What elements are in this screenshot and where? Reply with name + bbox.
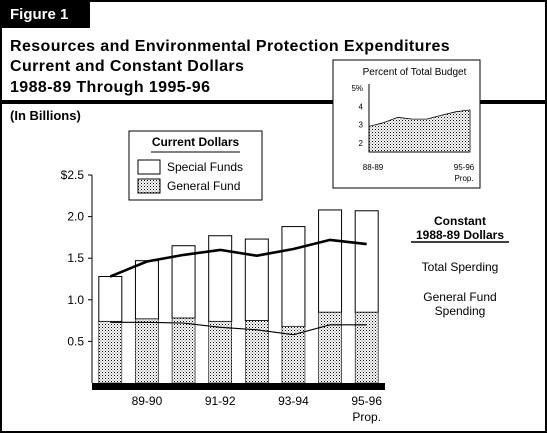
bar-special-funds [244, 238, 269, 322]
y-tick-label: 1.0 [67, 293, 84, 307]
bar-general-fund [354, 311, 379, 384]
x-tick-sublabel: Prop. [352, 410, 381, 424]
bar-special-funds [318, 209, 343, 313]
bar-general-fund [135, 318, 159, 384]
inset-y-tick-label: 4 [359, 102, 364, 111]
line-general-fund-spending [110, 321, 367, 336]
x-tick-label: 89-90 [132, 394, 163, 408]
inset-y-tick-label: 3 [359, 121, 364, 130]
inset-y-tick-label: 2 [359, 139, 364, 148]
y-tick-label: 0.5 [67, 334, 84, 348]
constant-legend-item-label: Spending [435, 304, 486, 318]
x-tick-label: 95-96 [351, 394, 382, 408]
constant-legend-title-line: Constant [434, 214, 486, 228]
x-axis-baseline [92, 383, 385, 390]
inset-y-tick-label: 5% [351, 84, 363, 93]
inset-x-tick-label: 88-89 [363, 163, 384, 172]
inset-x-tick-sublabel: Prop. [454, 174, 473, 183]
legend-swatch [137, 159, 161, 175]
constant-legend-item-label: Total Sperding [422, 260, 499, 274]
legend-title: Current Dollars [152, 135, 240, 149]
line-total-spending [109, 238, 367, 278]
constant-legend-item-label: General Fund [423, 290, 496, 304]
chart-subtitle-line-1: Current and Constant Dollars [10, 58, 245, 75]
y-tick-label: 1.5 [67, 251, 84, 265]
main-bar-chart: $2.5 2.0 1.5 1.0 0.5 89-90 91-92 93-94 95-96 Prop… [61, 168, 385, 424]
x-tick-label: 93-94 [278, 394, 309, 408]
chart-title: Resources and Environmental Protection E… [10, 38, 451, 55]
legend-item-label: Special Funds [167, 160, 243, 174]
current-dollars-legend: Current Dollars Special Funds General Fund [128, 130, 263, 201]
legend-swatch [137, 178, 161, 194]
bar-general-fund [318, 311, 342, 384]
bar-special-funds [281, 226, 306, 327]
bar-general-fund [171, 317, 196, 384]
title-divider [2, 100, 545, 104]
y-tick-label: $2.5 [61, 168, 85, 182]
inset-title: Percent of Total Budget [363, 67, 467, 78]
units-label: (In Billions) [10, 108, 81, 123]
constant-legend-title-line: 1988-89 Dollars [416, 228, 504, 242]
bar-special-funds [354, 210, 379, 313]
chart-subtitle-line-2: 1988-89 Through 1995-96 [10, 79, 211, 96]
bar-general-fund [208, 321, 232, 384]
bar-general-fund [98, 321, 123, 384]
x-tick-label: 91-92 [205, 394, 236, 408]
legend-item-label: General Fund [167, 179, 240, 193]
bar-special-funds [208, 235, 233, 322]
bar-special-funds [98, 276, 123, 322]
figure-label: Figure 1 [2, 2, 90, 28]
inset-area [368, 109, 471, 153]
bar-special-funds [134, 260, 159, 320]
inset-x-tick-label: 95-96 [454, 163, 475, 172]
y-tick-label: 2.0 [67, 210, 84, 224]
